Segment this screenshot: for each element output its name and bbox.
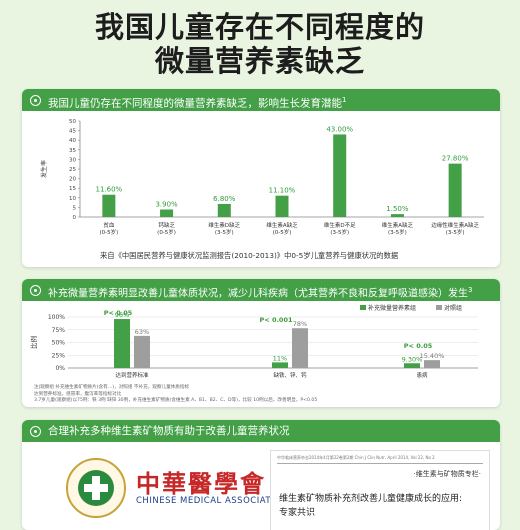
y-tick-label: 50 <box>69 119 76 125</box>
note-line: 注|观察组 补充维生素矿物质片(含有…)，对照组 不补充，观察儿童体质指标 <box>34 385 190 390</box>
p-value-annotation: P< 0.001 <box>259 316 293 324</box>
x-tick-label: 缺铁、锌、钙 <box>273 371 307 379</box>
x-tick-label-sub: (3-5岁) <box>446 228 465 236</box>
bar <box>275 195 289 217</box>
p-value-annotation: P< 0.05 <box>404 342 433 350</box>
bar-value-label: 15.40% <box>420 352 445 360</box>
y-tick-label: 100% <box>48 314 65 321</box>
bar-value-label: 3.90% <box>155 201 178 209</box>
bar <box>160 209 174 217</box>
note-line: 达到营养标准，感冒率，腹泻率等指标对比 <box>34 391 122 397</box>
bar-value-label: 96% <box>115 311 129 319</box>
bar <box>390 214 404 217</box>
y-tick-label: 0% <box>55 365 65 372</box>
y-tick-label: 25 <box>69 167 76 173</box>
page-title-line2: 微量营养素缺乏 <box>154 44 365 78</box>
bar-value-label: 11% <box>273 354 287 362</box>
legend-label: 补充微量营养素组 <box>368 304 416 312</box>
legend-swatch <box>360 305 366 310</box>
journal-page: 中华临床营养杂志2014年4月第22卷第2期 Chin J Clin Nutr,… <box>270 450 490 530</box>
bar <box>292 328 308 368</box>
legend-label: 对照组 <box>444 304 462 312</box>
p-value-annotation: P< 0.05 <box>104 309 133 317</box>
supplement-header-text: 补充微量营养素明显改善儿童体质状况，减少儿科疾病（尤其营养不良和反复呼吸道感染）… <box>48 288 468 300</box>
note-line: 3.7岁儿童(观察组)以75例：铁 3例 缺锌 30例，补充维生素矿物质(含维生… <box>34 398 318 403</box>
bar-value-label: 11.60% <box>96 186 123 194</box>
deficiency-header-text: 我国儿童仍存在不同程度的微量营养素缺乏，影响生长发育潜能 <box>48 97 342 110</box>
x-tick-label: 维生素A缺乏 <box>266 221 298 229</box>
x-tick-label: 边缘性维生素A缺乏 <box>431 221 479 229</box>
bar-value-label: 63% <box>135 328 149 336</box>
y-tick-label: 0 <box>73 215 77 221</box>
cma-name-cn: 中華醫學會 <box>136 469 266 498</box>
cma-logo-icon <box>66 458 126 518</box>
supplement-card: 补充微量营养素明显改善儿童体质状况，减少儿科疾病（尤其营养不良和反复呼吸道感染）… <box>22 279 500 407</box>
legend-swatch <box>436 305 442 310</box>
x-tick-label-sub: (0-5岁) <box>99 228 118 236</box>
journal-section: ·维生素与矿物质专栏· <box>413 470 481 478</box>
bar <box>272 362 288 368</box>
y-tick-label: 75% <box>52 327 66 334</box>
consensus-card: 合理补充多种维生素矿物质有助于改善儿童营养状况 中華醫學會 CHINESE ME… <box>22 420 500 530</box>
bar-value-label: 43.00% <box>326 125 353 133</box>
supplement-header-ref: 3 <box>468 286 473 294</box>
x-tick-label: 钙缺乏 <box>158 221 175 229</box>
x-tick-label: 维生素A缺乏 <box>382 221 414 229</box>
y-tick-label: 20 <box>69 177 76 183</box>
journal-title-line1: 维生素矿物质补充剂改善儿童健康成长的应用: <box>279 494 463 504</box>
y-tick-label: 50% <box>52 340 66 347</box>
leaf-icon <box>30 426 41 437</box>
y-tick-label: 30 <box>69 157 76 163</box>
leaf-icon <box>30 95 41 106</box>
bar <box>114 319 130 368</box>
y-tick-label: 35 <box>69 148 76 154</box>
bar <box>333 134 347 217</box>
consensus-card-header: 合理补充多种维生素矿物质有助于改善儿童营养状况 <box>22 420 500 442</box>
deficiency-card: 我国儿童仍存在不同程度的微量营养素缺乏，影响生长发育潜能1 0 5 10 15 20 25… <box>22 89 500 267</box>
y-tick-label: 15 <box>69 186 76 192</box>
bar <box>404 363 420 368</box>
bar-value-label: 78% <box>293 320 307 328</box>
deficiency-source: 来自《中国居民营养与健康状况监测报告(2010-2013)》中0-5岁儿童营养与… <box>100 251 399 260</box>
y-tick-label: 45 <box>69 129 76 135</box>
deficiency-chart: 05101520253035404550发生率11.60%贫血(0-5岁)3.9… <box>40 119 484 236</box>
y-tick-label: 40 <box>69 138 76 144</box>
supplement-notes: 注|观察组 补充维生素矿物质片(含有…)，对照组 不补充，观察儿童体质指标 达到… <box>34 385 394 405</box>
x-tick-label-sub: (0-5岁) <box>157 228 176 236</box>
x-tick-label: 贫血 <box>103 221 115 229</box>
bar <box>217 203 231 217</box>
consensus-header-text: 合理补充多种维生素矿物质有助于改善儿童营养状况 <box>48 425 290 437</box>
bar <box>134 335 150 368</box>
bar-value-label: 27.80% <box>442 155 469 163</box>
deficiency-card-header: 我国儿童仍存在不同程度的微量营养素缺乏，影响生长发育潜能1 <box>22 89 500 111</box>
x-tick-label-sub: (3-5岁) <box>388 228 407 236</box>
x-tick-label-sub: (3-5岁) <box>330 228 349 236</box>
cma-name-en: CHINESE MEDICAL ASSOCIATION <box>136 496 289 506</box>
page-title-line1: 我国儿童存在不同程度的 <box>94 10 425 44</box>
bar-value-label: 1.50% <box>386 205 409 213</box>
x-tick-label-sub: (3-5岁) <box>215 228 234 236</box>
journal-header: 中华临床营养杂志2014年4月第22卷第2期 Chin J Clin Nutr,… <box>277 455 435 460</box>
x-tick-label: 维生素D缺乏 <box>208 221 240 229</box>
x-tick-label: 达到营养标准 <box>115 371 149 379</box>
x-tick-label: 维生素D不足 <box>324 221 356 229</box>
y-tick-label: 10 <box>69 196 76 202</box>
supplement-card-header: 补充微量营养素明显改善儿童体质状况，减少儿科疾病（尤其营养不良和反复呼吸道感染）… <box>22 279 500 301</box>
x-tick-label: 患病 <box>416 371 428 379</box>
bar-value-label: 6.80% <box>213 195 236 203</box>
bar <box>102 194 116 217</box>
y-tick-label: 25% <box>52 352 66 359</box>
leaf-icon <box>30 285 41 296</box>
x-tick-label-sub: (0-5岁) <box>273 228 292 236</box>
bar <box>448 163 462 217</box>
deficiency-header-ref: 1 <box>342 96 347 104</box>
y-axis-label: 发生率 <box>40 160 48 178</box>
y-tick-label: 5 <box>73 205 77 211</box>
y-axis-label: 比例 <box>29 336 38 349</box>
bar-value-label: 11.10% <box>269 187 296 195</box>
bar <box>424 360 440 368</box>
bar-value-label: 9.30% <box>402 355 423 363</box>
supplement-chart: 0% 25% 50% 75% 100% 比例 补充微量营养素组 对照组 96% 63% 达到营养标准… <box>29 304 478 379</box>
journal-title-line2: 专家共识 <box>279 508 316 518</box>
